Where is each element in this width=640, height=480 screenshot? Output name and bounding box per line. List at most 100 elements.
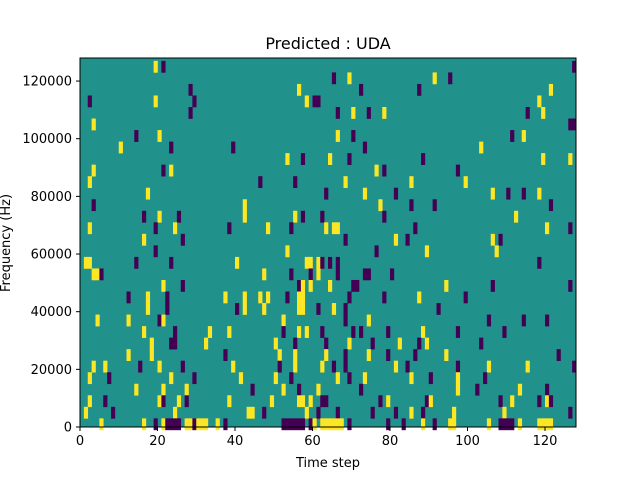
- heatmap-cell: [366, 107, 371, 119]
- heatmap-cell: [424, 337, 430, 350]
- heatmap-cell: [142, 326, 147, 338]
- heatmap-cell: [173, 418, 178, 431]
- heatmap-cell: [351, 130, 356, 142]
- heatmap-cell: [285, 153, 290, 165]
- heatmap-cell: [215, 418, 220, 431]
- heatmap-cell: [145, 187, 151, 200]
- heatmap-cell: [545, 314, 550, 327]
- heatmap-cell: [289, 418, 294, 431]
- heatmap-cell: [227, 395, 232, 408]
- heatmap-cell: [173, 326, 178, 338]
- heatmap-cell: [204, 337, 209, 350]
- heatmap-cell: [444, 279, 449, 292]
- heatmap-cell: [537, 418, 542, 431]
- heatmap-cell: [475, 383, 480, 396]
- heatmap-cell: [331, 303, 337, 315]
- heatmap-cell: [138, 360, 143, 373]
- heatmap-cell: [545, 395, 550, 408]
- heatmap-cell: [393, 406, 399, 419]
- heatmap-cell: [289, 268, 294, 281]
- heatmap-cell: [149, 337, 154, 350]
- heatmap-cell: [347, 337, 352, 350]
- heatmap-cell: [320, 418, 325, 431]
- heatmap-cell: [510, 130, 515, 142]
- heatmap-cell: [502, 406, 507, 419]
- heatmap-cell: [118, 141, 123, 154]
- heatmap-cell: [324, 418, 329, 431]
- heatmap-cell: [386, 395, 391, 408]
- heatmap-cell: [320, 360, 325, 373]
- heatmap-cell: [242, 199, 247, 212]
- heatmap-cell: [393, 360, 399, 373]
- heatmap-cell: [285, 418, 290, 431]
- heatmap-cell: [173, 337, 178, 350]
- heatmap-cell: [421, 418, 426, 431]
- heatmap-cell: [180, 279, 185, 292]
- heatmap-cell: [455, 360, 461, 373]
- heatmap-cell: [328, 279, 333, 292]
- heatmap-cell: [448, 418, 453, 431]
- x-tick-label: 120: [533, 434, 558, 449]
- heatmap-cell: [421, 153, 426, 165]
- heatmap-cell: [413, 349, 418, 361]
- heatmap-cell: [537, 187, 542, 200]
- heatmap-cell: [417, 83, 422, 96]
- heatmap-cell: [510, 418, 515, 431]
- heatmap-cell: [297, 395, 302, 408]
- heatmap-cell: [161, 314, 166, 327]
- heatmap-cell: [157, 210, 162, 223]
- heatmap-cell: [91, 268, 96, 281]
- heatmap-cell: [366, 268, 371, 281]
- heatmap-cell: [165, 291, 170, 304]
- heatmap-cell: [386, 349, 391, 361]
- heatmap-cell: [556, 349, 561, 361]
- heatmap-cell: [242, 291, 247, 304]
- heatmap-cell: [343, 314, 348, 327]
- x-tick-label: 60: [304, 434, 321, 449]
- heatmap-cell: [331, 222, 337, 235]
- heatmap-cell: [355, 279, 360, 292]
- heatmap-cell: [169, 141, 174, 154]
- heatmap-cell: [289, 222, 294, 235]
- heatmap-cell: [548, 199, 554, 212]
- heatmap-cell: [297, 383, 302, 396]
- heatmap-cell: [331, 72, 337, 85]
- heatmap-cell: [227, 326, 232, 338]
- heatmap-cell: [308, 279, 313, 292]
- heatmap-cell: [192, 95, 197, 108]
- heatmap-cell: [293, 176, 298, 189]
- heatmap-cell: [417, 291, 422, 304]
- heatmap-cell: [545, 418, 550, 431]
- heatmap-cell: [568, 222, 573, 235]
- heatmap-cell: [312, 418, 317, 431]
- heatmap-cell: [548, 83, 554, 96]
- heatmap-cell: [161, 383, 166, 396]
- heatmap-cell: [300, 153, 306, 165]
- x-axis: 0 20 40 60 80 100 120: [76, 427, 558, 449]
- x-tick-label: 20: [149, 434, 166, 449]
- heatmap-cell: [169, 372, 174, 385]
- heatmap-cell: [378, 199, 383, 212]
- heatmap-cell: [134, 256, 139, 269]
- y-axis: 0 20000 40000 60000 80000 100000 120000: [22, 75, 80, 436]
- heatmap-cell: [343, 360, 348, 373]
- heatmap-cell: [409, 176, 414, 189]
- heatmap-cell: [281, 383, 286, 396]
- heatmap-cell: [382, 291, 387, 304]
- heatmap-cell: [386, 326, 391, 338]
- heatmap-cell: [297, 418, 302, 431]
- heatmap-cell: [308, 395, 313, 408]
- heatmap-cell: [300, 210, 306, 223]
- heatmap-cell: [502, 418, 507, 431]
- heatmap-cell: [568, 118, 573, 131]
- heatmap-cell: [184, 395, 189, 408]
- heatmap-cell: [428, 372, 433, 385]
- heatmap-cell: [486, 360, 492, 373]
- y-tick-label: 40000: [31, 305, 72, 320]
- heatmap-cell: [486, 418, 492, 431]
- heatmap-cell: [87, 222, 92, 235]
- heatmap-cell: [335, 222, 340, 235]
- heatmap-cell: [266, 222, 271, 235]
- heatmap-cell: [537, 256, 542, 269]
- heatmap-cell: [169, 418, 174, 431]
